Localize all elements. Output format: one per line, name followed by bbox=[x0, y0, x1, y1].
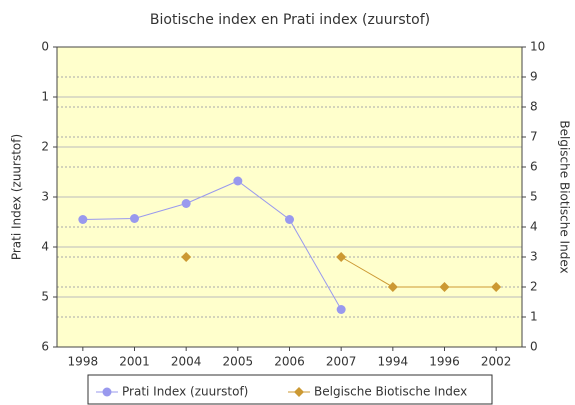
legend-label: Prati Index (zuurstof) bbox=[122, 385, 248, 399]
x-tick-label: 2004 bbox=[171, 355, 202, 369]
data-point bbox=[130, 214, 139, 223]
data-point bbox=[336, 252, 347, 262]
y2-tick-label: 9 bbox=[530, 70, 538, 84]
y2-tick-label: 6 bbox=[530, 160, 538, 174]
y-tick-label: 5 bbox=[41, 290, 49, 304]
y-tick-label: 0 bbox=[41, 40, 49, 54]
x-tick-label: 2005 bbox=[223, 355, 254, 369]
y2-tick-label: 8 bbox=[530, 100, 538, 114]
x-tick-label: 1996 bbox=[429, 355, 460, 369]
y-tick-label: 6 bbox=[41, 340, 49, 354]
y2-tick-label: 7 bbox=[530, 130, 538, 144]
legend-marker bbox=[294, 387, 304, 397]
legend-box bbox=[87, 374, 493, 405]
x-tick-label: 2007 bbox=[326, 355, 357, 369]
chart-title: Biotische index en Prati index (zuurstof… bbox=[150, 12, 430, 28]
data-point bbox=[439, 282, 450, 292]
data-point bbox=[233, 176, 243, 186]
y2-tick-label: 10 bbox=[530, 40, 545, 54]
x-tick-label: 2002 bbox=[481, 355, 512, 369]
data-point bbox=[285, 215, 294, 224]
data-point bbox=[491, 282, 502, 292]
y2-tick-label: 5 bbox=[530, 190, 538, 204]
y2-axis-label: Belgische Biotische Index bbox=[558, 120, 572, 273]
y2-tick-label: 0 bbox=[530, 340, 538, 354]
x-tick-label: 1994 bbox=[378, 355, 409, 369]
y2-tick-label: 2 bbox=[530, 280, 538, 294]
y2-tick-label: 1 bbox=[530, 310, 538, 324]
series-line bbox=[340, 256, 497, 288]
x-tick-label: 2001 bbox=[119, 355, 150, 369]
x-tick-label: 1998 bbox=[68, 355, 99, 369]
legend-label: Belgische Biotische Index bbox=[314, 385, 467, 399]
data-point bbox=[336, 305, 346, 314]
data-point bbox=[181, 252, 192, 262]
data-point bbox=[387, 282, 398, 292]
y2-tick-label: 4 bbox=[530, 220, 538, 234]
y-tick-label: 2 bbox=[41, 140, 49, 154]
legend-marker bbox=[102, 387, 112, 397]
y2-tick-label: 3 bbox=[530, 250, 538, 264]
series-line bbox=[82, 180, 342, 310]
data-point bbox=[78, 215, 88, 224]
data-point bbox=[181, 199, 191, 208]
y-tick-label: 1 bbox=[41, 90, 49, 104]
y-tick-label: 3 bbox=[41, 190, 49, 204]
x-tick-label: 2006 bbox=[274, 355, 305, 369]
y-axis-label: Prati Index (zuurstof) bbox=[10, 134, 24, 260]
y-tick-label: 4 bbox=[41, 240, 49, 254]
